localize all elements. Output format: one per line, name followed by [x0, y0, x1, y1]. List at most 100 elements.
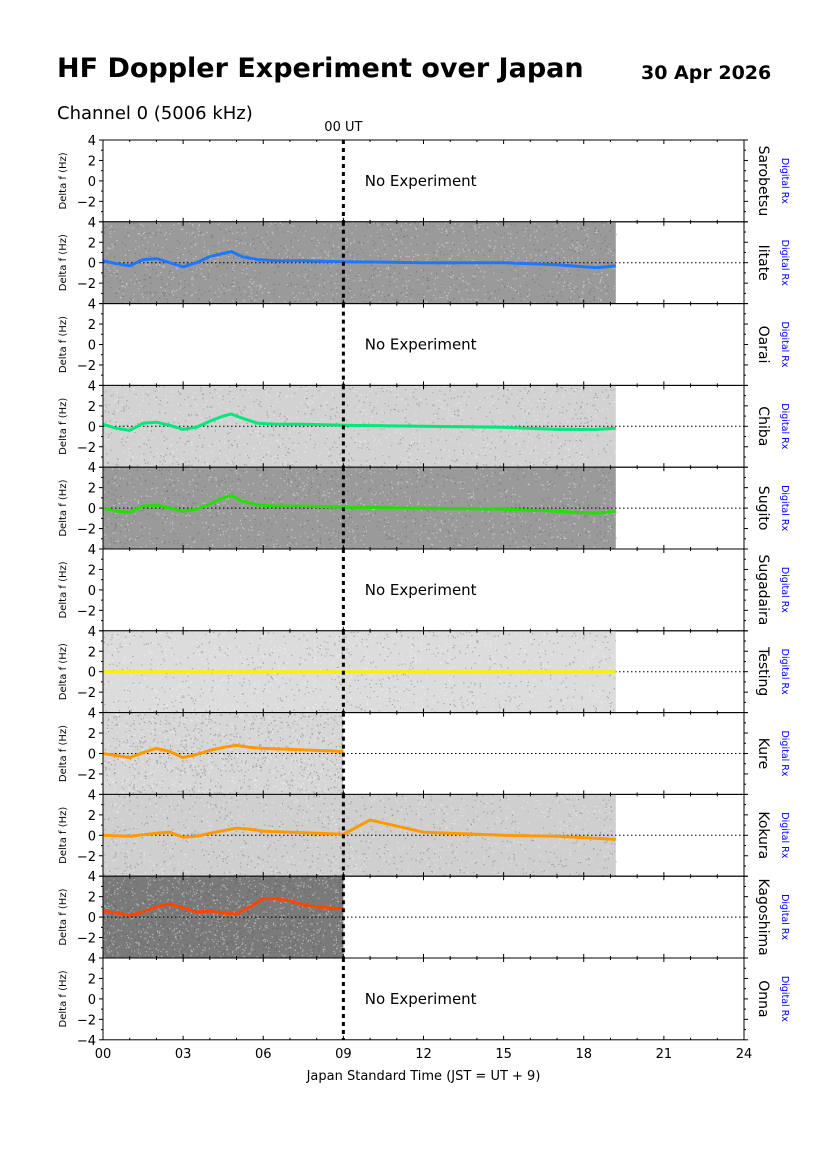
x-tick-label: 21 — [656, 1047, 673, 1062]
date-label: 30 Apr 2026 — [641, 62, 772, 84]
spectrogram-noise-light — [103, 467, 617, 550]
y-axis-label: Delta f (Hz) — [58, 725, 69, 782]
spectrogram-noise-light — [103, 630, 617, 713]
y-tick-label: 4 — [88, 298, 96, 313]
panel-sugadaira: No Experiment 4 2 0 −2 Delta f (Hz) Sugadaira D… — [58, 543, 790, 632]
channel-label: Channel 0 (5006 kHz) — [57, 103, 253, 124]
y-axis-label: Delta f (Hz) — [58, 807, 69, 864]
y-tick-label: 4 — [88, 952, 96, 967]
panel-chiba: 4 2 0 −2 Delta f (Hz) Chiba Digital Rx — [58, 379, 790, 468]
y-tick-label: −2 — [77, 195, 96, 210]
station-name-label: Kure — [755, 738, 771, 769]
y-tick-label: −2 — [77, 277, 96, 292]
panel-oarai: No Experiment 4 2 0 −2 Delta f (Hz) Oarai Digit… — [58, 298, 790, 386]
y-tick-label: 2 — [88, 400, 96, 415]
y-tick-label: 0 — [88, 584, 96, 599]
y-tick-label: 2 — [88, 563, 96, 578]
x-tick-label: 00 — [95, 1047, 112, 1062]
y-tick-label: 4 — [88, 543, 96, 558]
y-tick-label: −2 — [77, 686, 96, 701]
y-tick-label: 4 — [88, 461, 96, 476]
x-tick-label: 24 — [736, 1047, 753, 1062]
y-tick-label: −2 — [77, 441, 96, 456]
station-name-label: Sugito — [755, 486, 771, 531]
x-tick-label: 09 — [335, 1047, 352, 1062]
receiver-label: Digital Rx — [779, 321, 790, 367]
spectrogram-noise-dark — [104, 712, 345, 795]
receiver-label: Digital Rx — [779, 730, 790, 776]
station-name-label: Kagoshima — [755, 878, 771, 955]
no-experiment-label: No Experiment — [365, 990, 477, 1008]
y-axis-label: Delta f (Hz) — [58, 888, 69, 945]
y-tick-label: 2 — [88, 236, 96, 251]
y-tick-label: 0 — [88, 420, 96, 435]
y-tick-label: 4 — [88, 870, 96, 885]
y-axis-label: Delta f (Hz) — [58, 643, 69, 700]
y-tick-label: 2 — [88, 482, 96, 497]
y-tick-label: 0 — [88, 748, 96, 763]
y-tick-label: 2 — [88, 727, 96, 742]
panel-kokura: 4 2 0 −2 Delta f (Hz) Kokura Digital Rx — [58, 788, 790, 877]
spectrogram-noise-dark — [103, 876, 345, 959]
panel-kure: 4 2 0 −2 Delta f (Hz) Kure Digital Rx — [58, 707, 790, 795]
y-tick-label: 4 — [88, 216, 96, 231]
receiver-label: Digital Rx — [779, 976, 790, 1022]
panel-sarobetsu: No Experiment 4 2 0 −2 Delta f (Hz) Sarobetsu D… — [58, 134, 790, 223]
x-tick-label: 15 — [495, 1047, 512, 1062]
y-tick-label: −4 — [77, 1034, 96, 1049]
y-tick-label: 4 — [88, 379, 96, 394]
trace-kagoshima — [103, 897, 344, 917]
panel-iitate: 4 2 0 −2 Delta f (Hz) Iitate Digital Rx — [58, 216, 790, 305]
no-experiment-label: No Experiment — [365, 336, 477, 354]
x-axis-label: Japan Standard Time (JST = UT + 9) — [306, 1069, 541, 1084]
ut-marker-label: 00 UT — [324, 120, 362, 135]
y-axis-label: Delta f (Hz) — [58, 398, 69, 455]
station-name-label: Chiba — [755, 406, 771, 446]
station-name-label: Testing — [755, 646, 771, 696]
receiver-label: Digital Rx — [779, 240, 790, 286]
y-tick-label: 4 — [88, 788, 96, 803]
receiver-label: Digital Rx — [779, 485, 790, 531]
y-tick-label: −2 — [77, 1013, 96, 1028]
x-tick-label: 06 — [255, 1047, 272, 1062]
receiver-label: Digital Rx — [779, 158, 790, 204]
y-axis-label: Delta f (Hz) — [58, 316, 69, 373]
x-tick-label: 03 — [175, 1047, 192, 1062]
station-name-label: Kokura — [755, 811, 771, 859]
x-tick-label: 12 — [415, 1047, 432, 1062]
y-tick-label: −2 — [77, 523, 96, 538]
station-name-label: Oarai — [755, 326, 771, 364]
station-name-label: Sarobetsu — [755, 146, 771, 217]
y-axis-label: Delta f (Hz) — [58, 479, 69, 536]
y-axis-label: Delta f (Hz) — [58, 234, 69, 291]
y-tick-label: 2 — [88, 645, 96, 660]
page-title: HF Doppler Experiment over Japan — [57, 53, 584, 84]
y-tick-label: 0 — [88, 339, 96, 354]
station-name-label: Onna — [755, 980, 771, 1017]
y-tick-label: 0 — [88, 829, 96, 844]
y-tick-label: 2 — [88, 154, 96, 169]
x-tick-label: 18 — [575, 1047, 592, 1062]
station-name-label: Sugadaira — [755, 554, 771, 625]
y-axis-label: Delta f (Hz) — [58, 561, 69, 618]
panel-sugito: 4 2 0 −2 Delta f (Hz) Sugito Digital Rx — [58, 461, 790, 550]
y-tick-label: 0 — [88, 257, 96, 272]
trace-chiba — [103, 412, 616, 432]
y-tick-label: −2 — [77, 850, 96, 865]
no-experiment-label: No Experiment — [365, 172, 477, 190]
y-tick-label: 4 — [88, 625, 96, 640]
station-name-label: Iitate — [755, 245, 771, 281]
y-tick-label: 4 — [88, 134, 96, 149]
y-tick-label: 0 — [88, 502, 96, 517]
receiver-label: Digital Rx — [779, 812, 790, 858]
y-tick-label: 2 — [88, 318, 96, 333]
y-axis-label: Delta f (Hz) — [58, 970, 69, 1027]
panel-kagoshima: 4 2 0 −2 Delta f (Hz) Kagoshima Digital Rx — [58, 870, 790, 959]
trace-kokura — [103, 818, 616, 841]
trace-kure — [103, 743, 344, 760]
y-tick-label: −2 — [77, 768, 96, 783]
y-tick-label: 0 — [88, 175, 96, 190]
y-tick-label: 4 — [88, 707, 96, 722]
y-tick-label: −2 — [77, 932, 96, 947]
receiver-label: Digital Rx — [779, 649, 790, 695]
